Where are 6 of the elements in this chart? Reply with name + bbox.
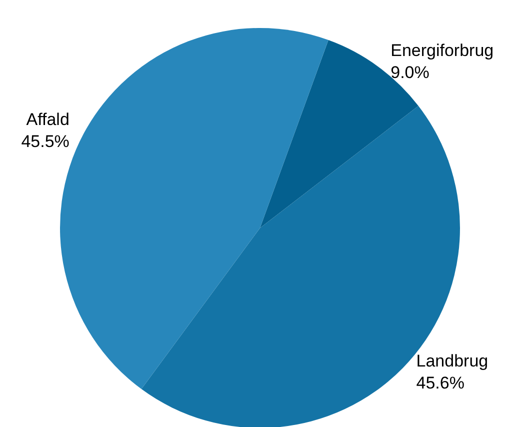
data-label: 45.5% [21, 132, 70, 152]
data-label: 9.0% [390, 63, 430, 82]
slice-label: Affald [26, 110, 70, 130]
slice-label: Energiforbrug [390, 41, 494, 60]
data-label: 45.6% [416, 374, 464, 393]
slice-label: Landbrug [416, 352, 488, 371]
